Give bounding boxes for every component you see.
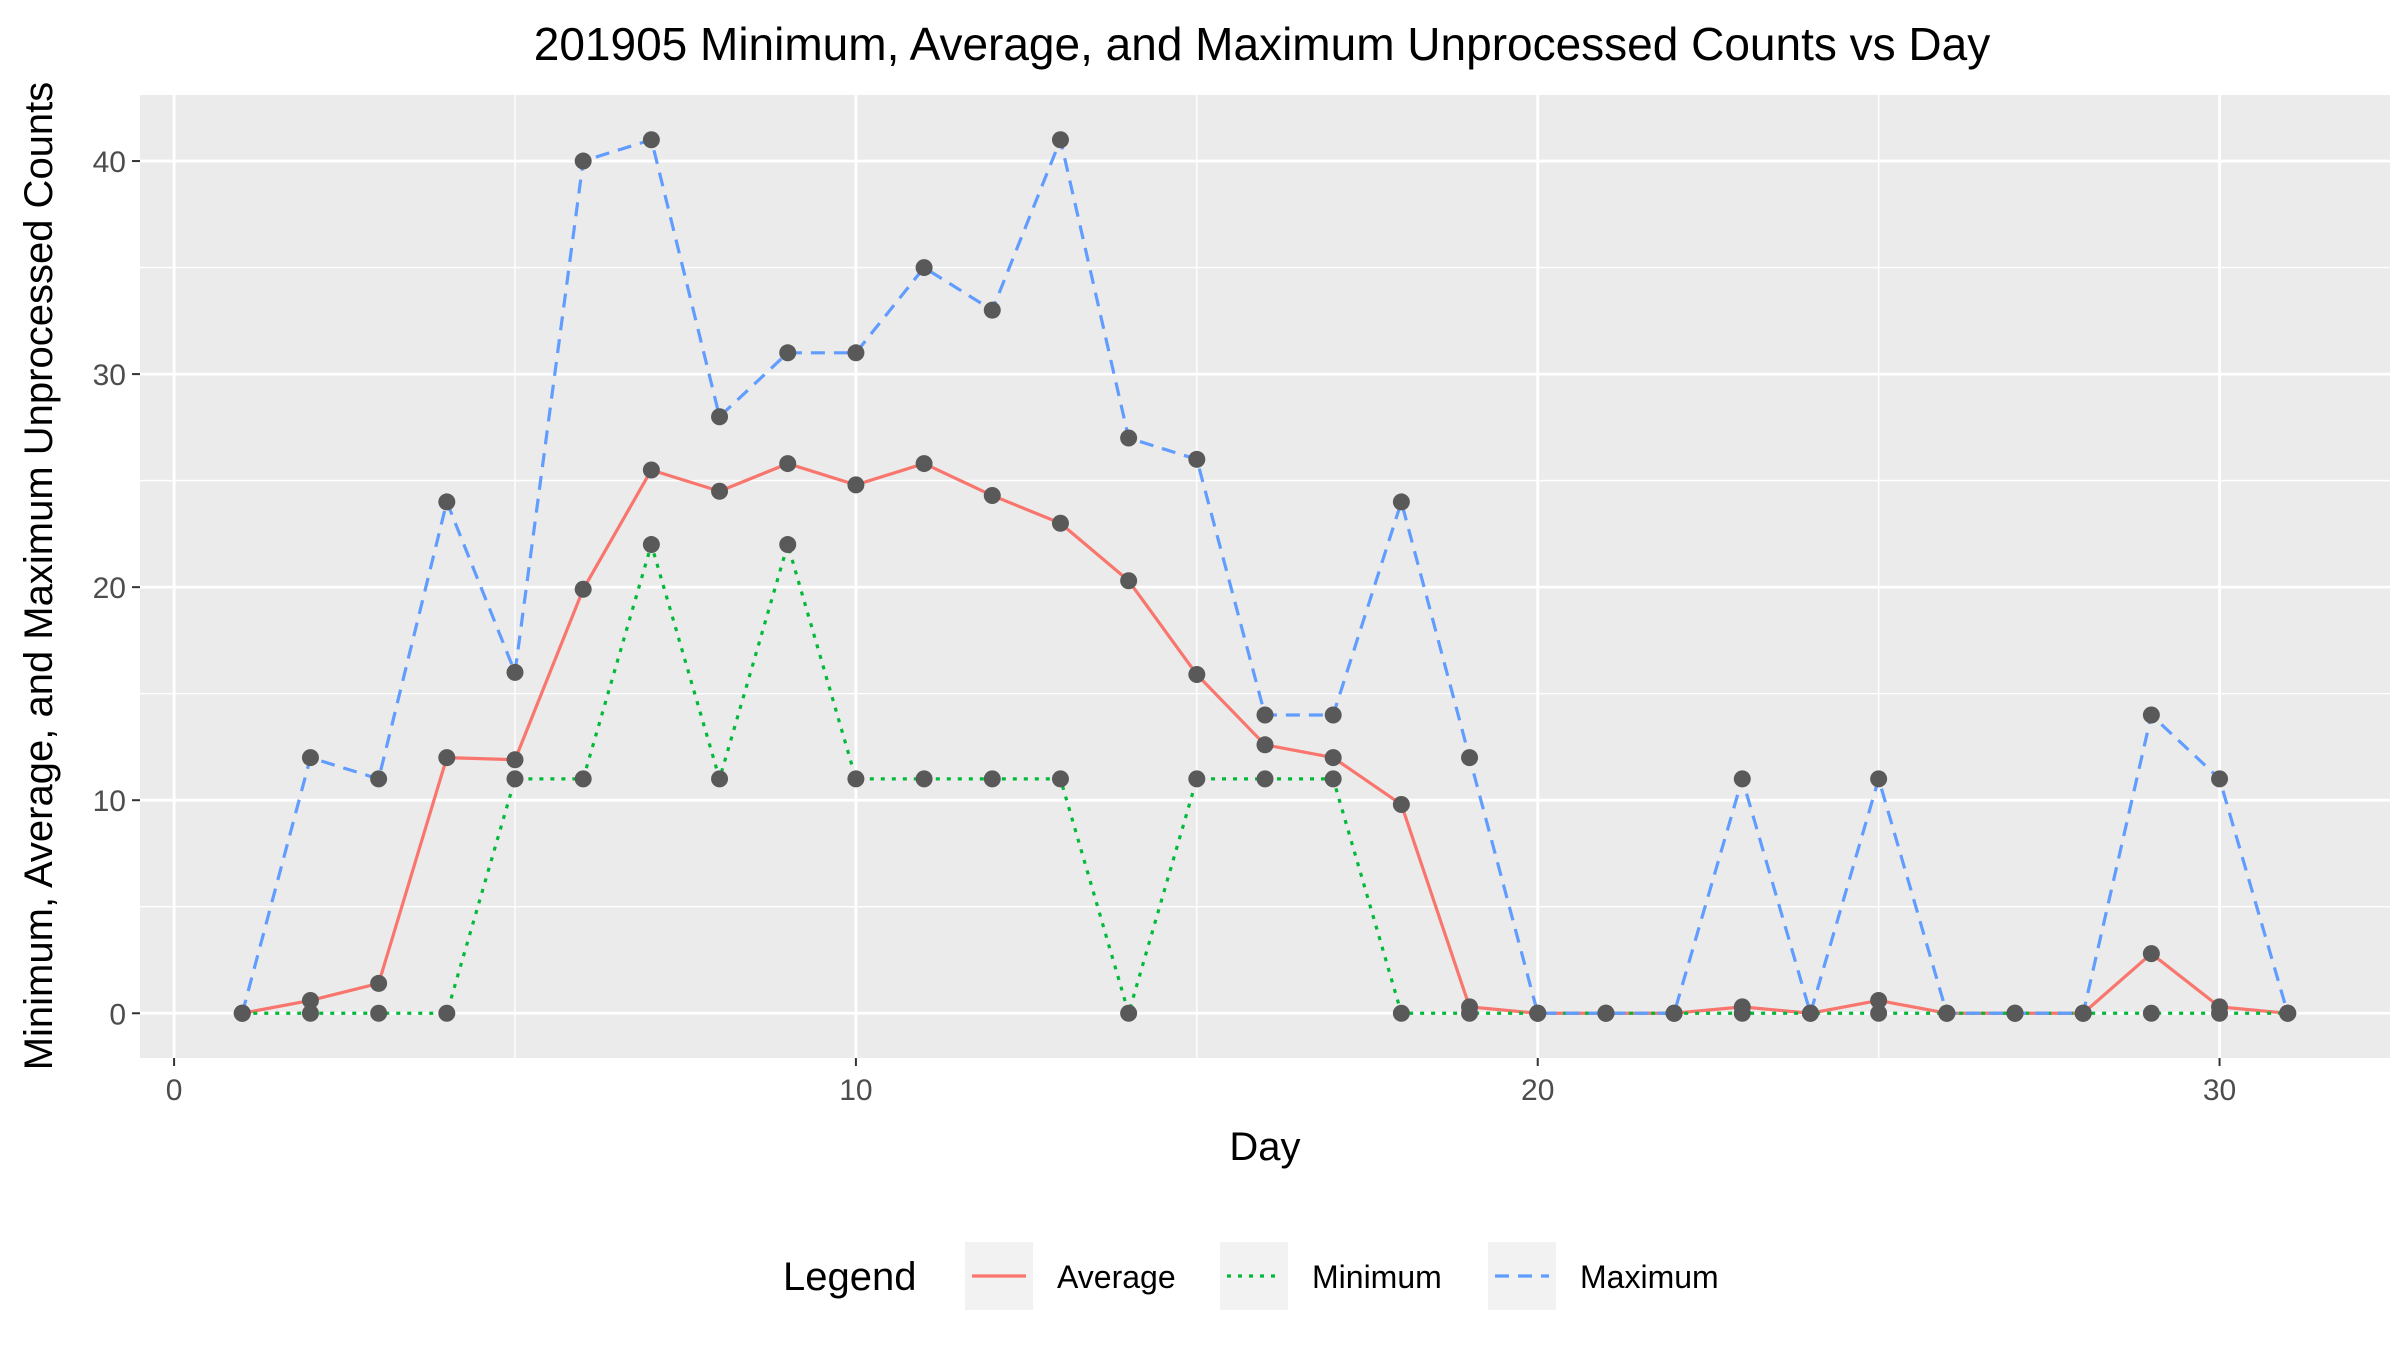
- data-point-minimum: [1324, 770, 1342, 788]
- data-point-minimum: [1256, 770, 1274, 788]
- legend-title: Legend: [783, 1255, 916, 1299]
- data-point-maximum: [301, 749, 319, 767]
- data-point-maximum: [1461, 749, 1479, 767]
- x-axis-title: Day: [1229, 1125, 1300, 1169]
- data-point-average: [642, 461, 660, 479]
- legend-label-minimum: Minimum: [1312, 1259, 1442, 1295]
- major-gridlines: [140, 95, 2390, 1058]
- data-point-minimum: [1870, 1004, 1888, 1022]
- legend-item-maximum: Maximum: [1488, 1242, 1719, 1310]
- data-point-maximum: [233, 1004, 251, 1022]
- data-point-maximum: [1938, 1004, 1956, 1022]
- minor-gridlines: [140, 95, 2390, 1058]
- data-point-average: [506, 751, 524, 769]
- data-point-average: [301, 991, 319, 1009]
- data-point-average: [779, 455, 797, 473]
- y-tick-label: 10: [93, 785, 126, 818]
- data-point-maximum: [438, 493, 456, 511]
- data-point-minimum: [1120, 1004, 1138, 1022]
- data-point-maximum: [983, 301, 1001, 319]
- data-points: [233, 131, 2297, 1022]
- x-tick-label: 20: [1521, 1074, 1554, 1107]
- data-point-minimum: [1461, 1004, 1479, 1022]
- data-point-minimum: [983, 770, 1001, 788]
- data-point-minimum: [779, 536, 797, 554]
- y-axis-title: Minimum, Average, and Maximum Unprocesse…: [17, 82, 61, 1071]
- data-point-average: [847, 476, 865, 494]
- data-point-average: [370, 974, 388, 992]
- data-point-minimum: [847, 770, 865, 788]
- data-point-average: [1324, 749, 1342, 767]
- legend-label-average: Average: [1057, 1259, 1176, 1295]
- data-point-average: [438, 749, 456, 767]
- data-point-maximum: [506, 663, 524, 681]
- data-point-minimum: [711, 770, 729, 788]
- chart-title: 201905 Minimum, Average, and Maximum Unp…: [534, 18, 1991, 70]
- data-point-minimum: [2211, 1004, 2229, 1022]
- data-point-minimum: [1392, 1004, 1410, 1022]
- data-point-average: [983, 487, 1001, 505]
- data-point-maximum: [1733, 770, 1751, 788]
- data-point-maximum: [574, 152, 592, 170]
- x-tick-label: 30: [2203, 1074, 2236, 1107]
- data-point-maximum: [1256, 706, 1274, 724]
- data-point-average: [574, 580, 592, 598]
- data-point-maximum: [1188, 450, 1206, 468]
- data-point-maximum: [1801, 1004, 1819, 1022]
- data-point-maximum: [370, 770, 388, 788]
- data-point-maximum: [1529, 1004, 1547, 1022]
- data-point-maximum: [915, 259, 933, 277]
- data-point-maximum: [2279, 1004, 2297, 1022]
- data-point-minimum: [370, 1004, 388, 1022]
- x-tick-label: 10: [839, 1074, 872, 1107]
- legend-label-maximum: Maximum: [1580, 1259, 1719, 1295]
- data-point-minimum: [2142, 1004, 2160, 1022]
- y-tick-label: 40: [93, 146, 126, 179]
- data-point-average: [1051, 514, 1069, 532]
- data-point-maximum: [1597, 1004, 1615, 1022]
- data-point-average: [711, 482, 729, 500]
- data-point-minimum: [642, 536, 660, 554]
- data-point-minimum: [915, 770, 933, 788]
- data-point-maximum: [2211, 770, 2229, 788]
- data-point-minimum: [1733, 1004, 1751, 1022]
- y-tick-label: 0: [109, 998, 126, 1031]
- data-point-minimum: [574, 770, 592, 788]
- x-tick-label: 0: [166, 1074, 183, 1107]
- data-point-maximum: [2074, 1004, 2092, 1022]
- data-point-maximum: [1870, 770, 1888, 788]
- legend: Legend Average Minimum Maximum: [783, 1242, 1719, 1310]
- y-tick-label: 30: [93, 359, 126, 392]
- data-point-maximum: [1392, 493, 1410, 511]
- data-point-average: [1256, 736, 1274, 754]
- y-tick-label: 20: [93, 572, 126, 605]
- data-point-maximum: [1051, 131, 1069, 149]
- data-point-maximum: [1120, 429, 1138, 447]
- data-point-maximum: [779, 344, 797, 362]
- data-point-average: [1188, 666, 1206, 684]
- legend-item-average: Average: [965, 1242, 1176, 1310]
- data-point-minimum: [506, 770, 524, 788]
- data-point-minimum: [438, 1004, 456, 1022]
- data-point-average: [1120, 572, 1138, 590]
- legend-item-minimum: Minimum: [1220, 1242, 1442, 1310]
- data-point-maximum: [2006, 1004, 2024, 1022]
- data-point-minimum: [1051, 770, 1069, 788]
- data-point-maximum: [711, 408, 729, 426]
- data-point-maximum: [847, 344, 865, 362]
- data-point-average: [915, 455, 933, 473]
- data-point-average: [2142, 945, 2160, 963]
- data-point-maximum: [642, 131, 660, 149]
- data-point-minimum: [301, 1004, 319, 1022]
- legend-key-minimum-bg: [1220, 1242, 1288, 1310]
- data-point-minimum: [1188, 770, 1206, 788]
- data-point-maximum: [2142, 706, 2160, 724]
- data-point-average: [1870, 991, 1888, 1009]
- data-point-maximum: [1324, 706, 1342, 724]
- data-point-average: [1392, 795, 1410, 813]
- axis-ticks: 0 10 20 30 0 10 20 30 40: [93, 146, 2237, 1107]
- data-point-maximum: [1665, 1004, 1683, 1022]
